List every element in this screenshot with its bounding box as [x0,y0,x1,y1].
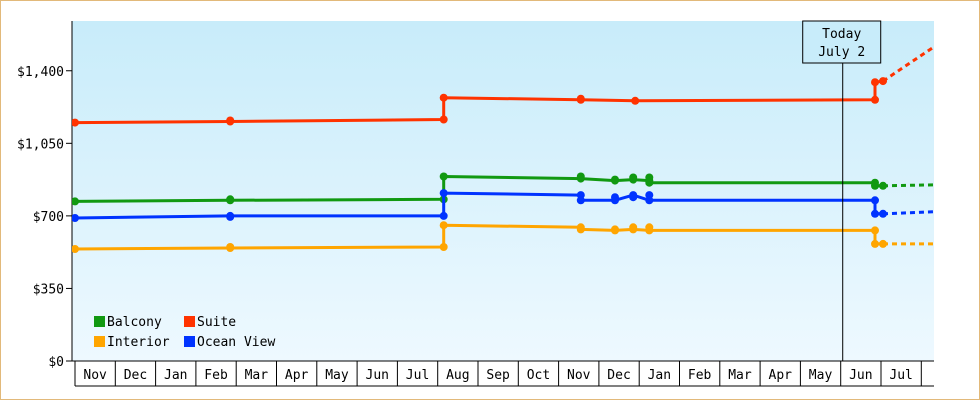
month-label: Apr [285,368,309,383]
legend-label: Ocean View [197,335,275,350]
month-label: Nov [83,368,107,383]
month-label: Jan [648,368,671,383]
series-suite [72,45,934,127]
data-point [629,173,638,182]
data-point [879,181,887,190]
data-point [611,193,619,202]
month-label: Sep [486,368,510,383]
month-label: Aug [446,368,469,383]
series-balcony [72,172,934,206]
month-label: Mar [245,368,269,383]
data-point [871,239,879,248]
legend: Balcony Suite Interior Ocean View [94,315,275,350]
plot-background [72,21,934,361]
data-point [611,175,619,184]
y-tick-label: $1,400 [17,65,64,80]
data-point [72,118,79,127]
legend-item: Ocean View [184,335,275,350]
data-point [72,214,79,222]
data-point [871,95,879,104]
data-point [871,196,879,205]
data-point [629,223,638,232]
today-label: Today [822,27,861,42]
y-axis: $0 $350 $700 $1,050 $1,400 [17,21,73,370]
series-ocean-view [72,189,934,222]
data-point [611,225,619,234]
data-point [871,209,879,218]
data-point [645,178,654,187]
data-point [871,181,879,190]
data-point [226,116,235,125]
data-point [72,245,79,253]
month-label: Dec [124,368,147,383]
legend-item: Suite [184,315,236,330]
legend-swatch [94,316,105,327]
data-point [576,172,585,181]
data-point [631,96,640,105]
legend-label: Interior [107,335,170,350]
today-date-label: July 2 [818,45,865,60]
data-point [629,193,638,202]
y-tick-label: $0 [48,355,64,370]
legend-swatch [184,316,195,327]
y-tick-label: $1,050 [17,137,64,152]
month-label: Nov [567,368,591,383]
month-label: Jul [406,368,429,383]
data-point [645,226,654,235]
month-label: Mar [728,368,752,383]
data-point [439,221,448,230]
data-point [879,77,887,86]
data-point [226,243,235,251]
legend-label: Suite [197,315,236,330]
data-point [439,115,448,124]
month-label: May [325,368,349,383]
month-label: Feb [204,368,228,383]
data-point [226,211,235,220]
data-point [576,94,585,103]
month-label: Dec [607,368,630,383]
legend-item: Interior [94,335,170,350]
month-label: May [809,368,833,383]
series-layer [72,45,934,253]
data-point [72,197,79,206]
legend-label: Balcony [107,315,162,330]
x-axis: Nov Dec Jan Feb Mar Apr May Jun Jul Aug Sep Oct Nov D… [72,360,934,387]
y-tick-label: $350 [33,282,64,297]
y-tick-label: $700 [33,210,64,225]
legend-swatch [94,336,105,347]
today-marker: Today July 2 [802,20,882,361]
legend-item: Balcony [94,315,162,330]
data-point [439,243,448,251]
month-label: Oct [527,368,550,383]
series-interior [72,221,934,253]
data-point [576,196,585,205]
data-point [645,196,654,205]
data-point [871,226,879,235]
data-point [576,225,585,234]
data-point [871,78,879,87]
month-label: Apr [769,368,793,383]
month-label: Jun [849,368,872,383]
legend-swatch [184,336,195,347]
data-point [879,209,887,218]
data-point [439,211,448,220]
data-point [439,172,448,181]
month-label: Jan [164,368,187,383]
data-point [439,189,448,198]
data-point [879,239,887,248]
month-label: Feb [688,368,712,383]
month-label: Jun [366,368,389,383]
data-point [439,93,448,102]
today-box [802,20,882,64]
month-label: Jul [889,368,912,383]
data-point [226,195,235,204]
series-projection [882,45,934,83]
